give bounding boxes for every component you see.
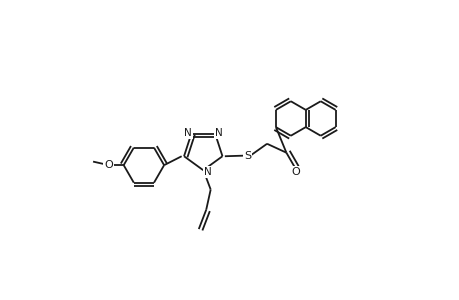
Text: N: N	[204, 167, 212, 177]
Text: O: O	[104, 160, 112, 170]
Text: S: S	[244, 151, 251, 161]
Text: N: N	[184, 128, 191, 138]
Text: O: O	[291, 167, 300, 177]
Text: N: N	[214, 128, 222, 138]
